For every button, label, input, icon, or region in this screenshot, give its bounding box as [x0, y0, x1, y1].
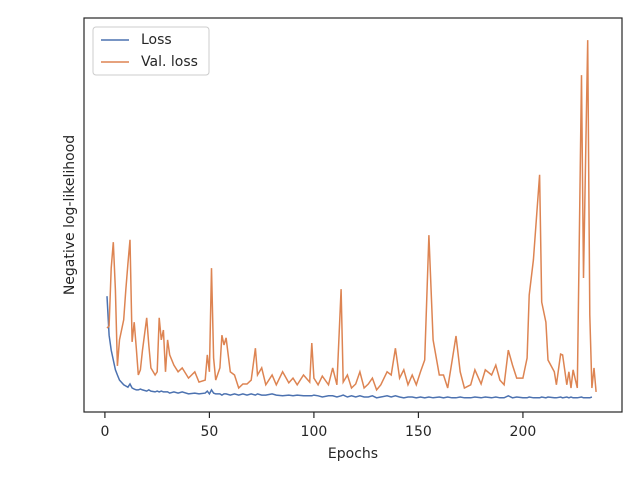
legend-label: Val. loss — [141, 54, 198, 70]
plot-frame — [83, 17, 623, 413]
x-tick-label: 100 — [301, 424, 328, 440]
x-tick-label: 50 — [200, 424, 218, 440]
x-tick-label: 150 — [405, 424, 432, 440]
x-tick-label: 0 — [100, 424, 109, 440]
legend-label: Loss — [141, 32, 172, 48]
legend-box — [92, 26, 210, 76]
x-axis-label: Epochs — [328, 446, 378, 462]
x-tick-label: 200 — [510, 424, 537, 440]
line-series — [106, 296, 593, 399]
line-series — [106, 40, 597, 392]
y-axis-label: Negative log-likelihood — [62, 135, 78, 295]
